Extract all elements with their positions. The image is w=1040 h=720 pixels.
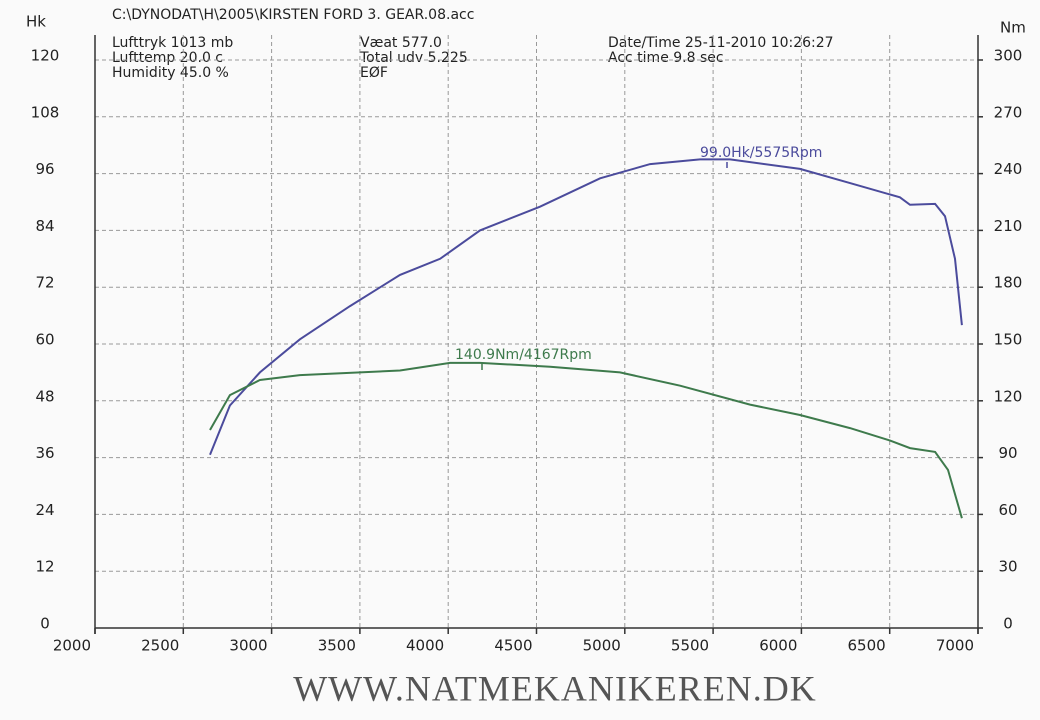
info: EØF	[360, 65, 388, 81]
x-tick-label: 4000	[406, 637, 444, 655]
y-tick-label: 84	[35, 217, 54, 235]
info: Total udv 5.225	[359, 50, 468, 66]
y2-tick-label: 120	[994, 387, 1023, 405]
y2-tick-label: 0	[1003, 615, 1013, 633]
x-tick-label: 4500	[494, 637, 532, 655]
y-tick-label: 108	[31, 103, 60, 121]
y-axis-label: Hk	[26, 13, 46, 31]
info: Lufttemp 20.0 c	[112, 50, 223, 66]
x-tick-label: 5000	[583, 637, 621, 655]
data-line	[209, 158, 963, 456]
footer-url: WWW.NATMEKANIKEREN.DK	[293, 668, 817, 708]
y2-tick-label: 30	[998, 558, 1017, 576]
y-tick-label: 120	[31, 47, 60, 65]
y2-tick-label: 180	[994, 274, 1023, 292]
y-tick-label: 72	[35, 274, 54, 292]
y2-tick-label: 90	[998, 444, 1017, 462]
info: Lufttryk 1013 mb	[112, 35, 233, 51]
y-tick-label: 48	[35, 387, 54, 405]
info: Acc time 9.8 sec	[608, 50, 724, 66]
x-tick-label: 6000	[759, 637, 797, 655]
x-tick-label: 7000	[936, 637, 974, 655]
x-tick-label: 3000	[229, 637, 267, 655]
y2-axis-label: Nm	[1000, 19, 1026, 37]
y-tick-label: 96	[35, 160, 54, 178]
y-tick-label: 36	[35, 444, 54, 462]
y2-tick-label: 60	[998, 501, 1017, 519]
peak-annotation: 99.0Hk/5575Rpm	[700, 145, 822, 161]
file-name: C:\DYNODAT\H\2005\KIRSTEN FORD 3. GEAR.0…	[112, 7, 474, 23]
y-tick-label: 12	[35, 558, 54, 576]
y-tick-label: 60	[35, 331, 54, 349]
x-tick-label: 3500	[318, 637, 356, 655]
y2-tick-label: 150	[994, 331, 1023, 349]
x-tick-label: 5500	[671, 637, 709, 655]
info: Date/Time 25-11-2010 10:26:27	[608, 35, 834, 51]
info: Væat 577.0	[360, 35, 442, 51]
x-tick-label: 2500	[141, 637, 179, 655]
y-tick-label: 0	[40, 615, 50, 633]
peak-annotation: 140.9Nm/4167Rpm	[455, 347, 592, 363]
info: Humidity 45.0 %	[112, 65, 229, 81]
y2-tick-label: 240	[994, 160, 1023, 178]
y2-tick-label: 270	[994, 103, 1023, 121]
data-line	[209, 361, 963, 519]
x-tick-label: 2000	[53, 637, 91, 655]
y-tick-label: 24	[35, 501, 54, 519]
y2-tick-label: 300	[994, 47, 1023, 65]
x-tick-label: 6500	[848, 637, 886, 655]
y2-tick-label: 210	[994, 217, 1023, 235]
